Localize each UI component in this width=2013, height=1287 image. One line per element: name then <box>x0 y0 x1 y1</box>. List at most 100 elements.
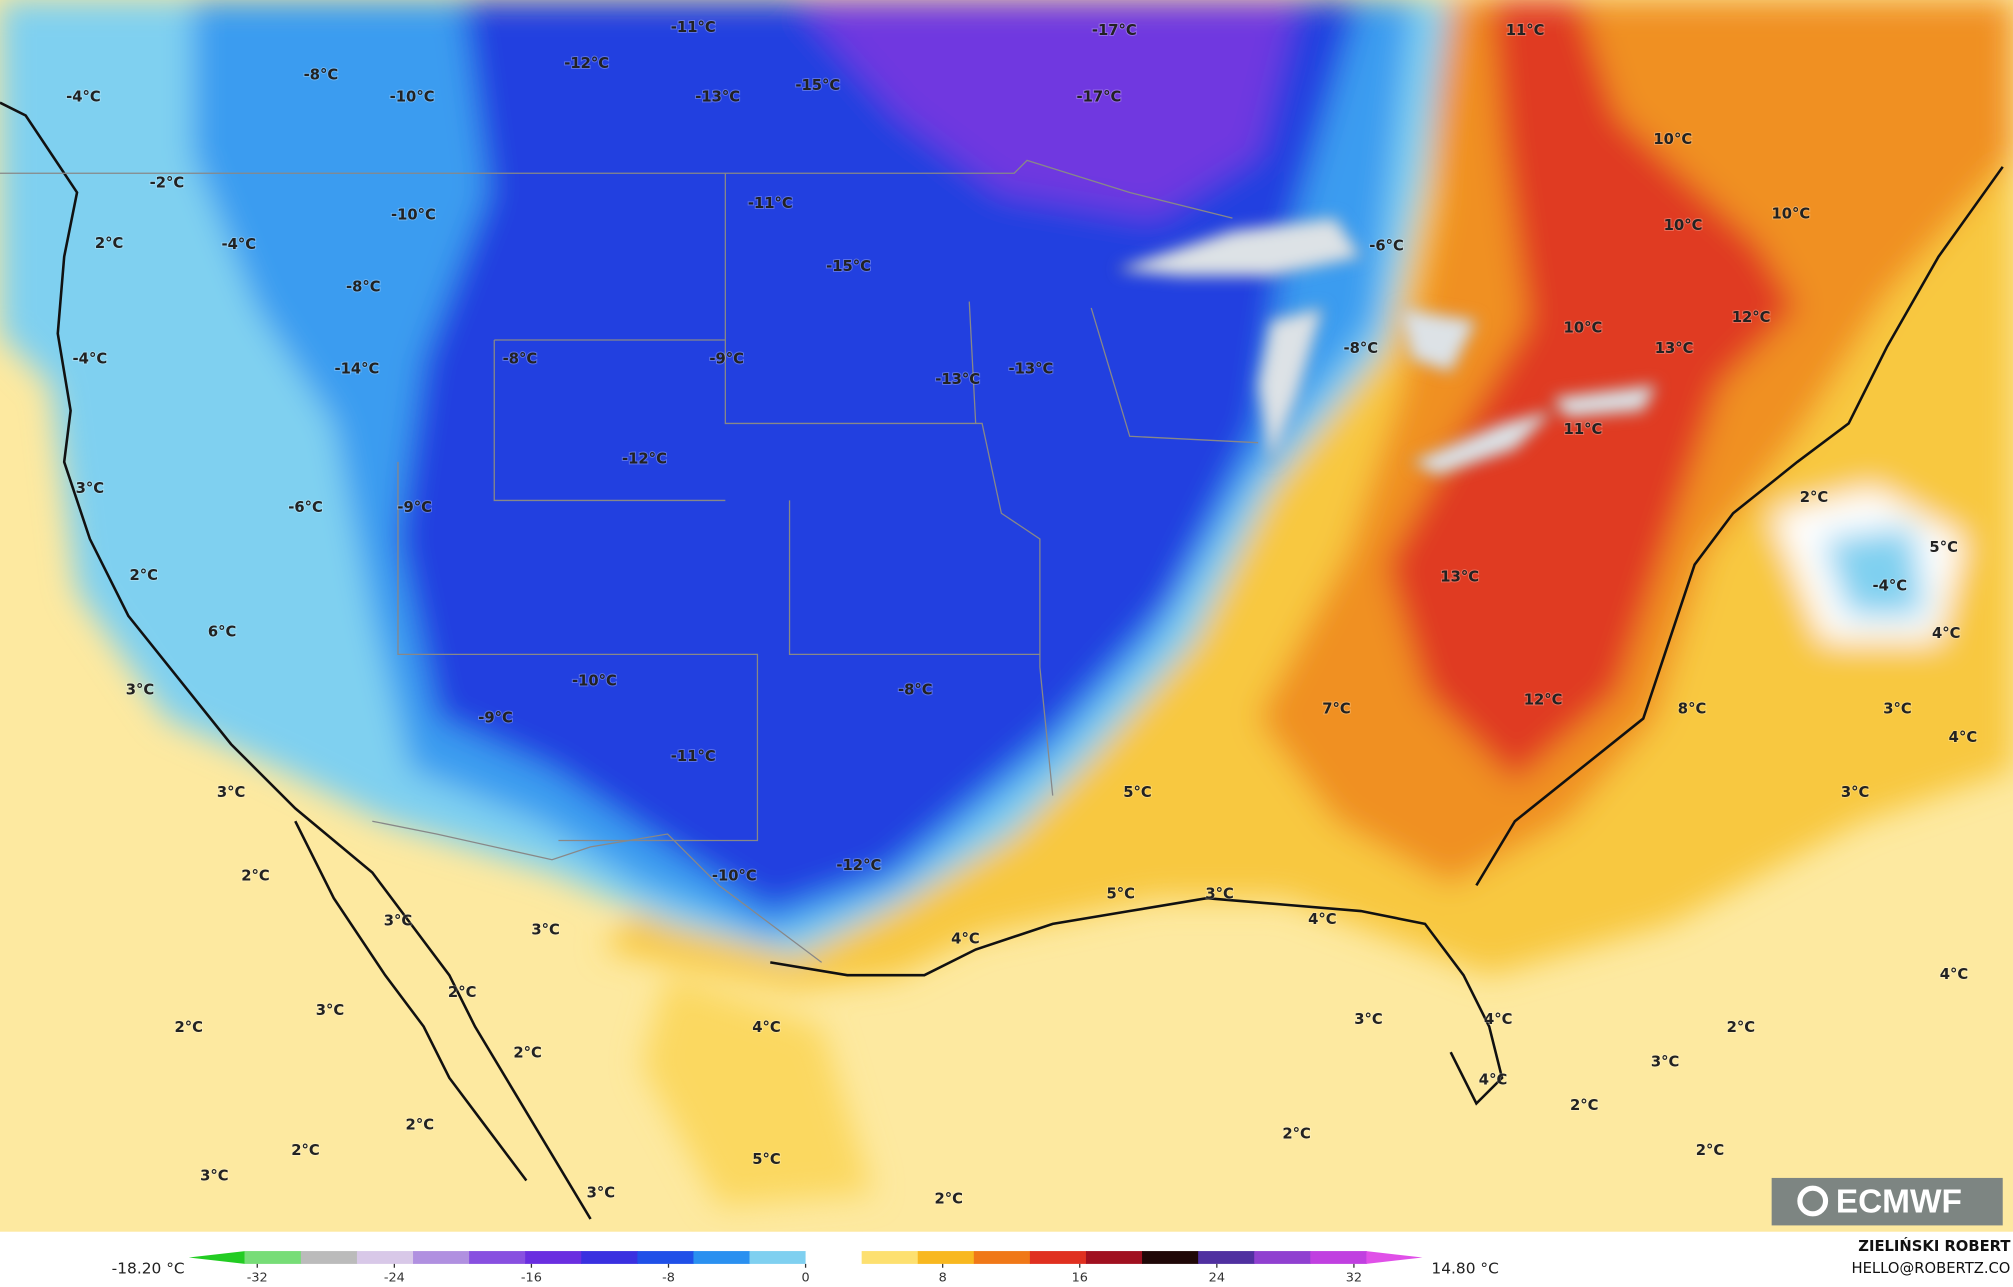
colorbar-tick-label: -24 <box>384 1271 405 1286</box>
temperature-label: -12°C <box>622 450 667 467</box>
temperature-label: -8°C <box>898 681 933 698</box>
temperature-label: 3°C <box>1354 1011 1382 1028</box>
colorbar-swatch <box>413 1251 470 1264</box>
temperature-label: 12°C <box>1524 692 1563 709</box>
colorbar-swatch <box>1085 1251 1143 1264</box>
temperature-label: 12°C <box>1732 309 1771 326</box>
temperature-label: -17°C <box>1076 89 1121 106</box>
colorbar-swatch <box>525 1251 582 1264</box>
temperature-label: 10°C <box>1772 205 1811 222</box>
temperature-label: -4°C <box>66 89 101 106</box>
colorbar-swatch <box>749 1251 807 1264</box>
temperature-label: 3°C <box>1651 1053 1679 1070</box>
temperature-label: 2°C <box>1696 1142 1724 1159</box>
colorbar-tick-label: -8 <box>662 1271 675 1286</box>
colorbar-swatch <box>973 1251 1031 1264</box>
temperature-label: -13°C <box>935 371 980 388</box>
logo: ECMWF <box>1771 1177 2003 1226</box>
temperature-label: 13°C <box>1655 340 1694 357</box>
colorbar-swatch <box>805 1251 863 1264</box>
temperature-label: 3°C <box>1205 885 1233 902</box>
temperature-label: 2°C <box>291 1142 319 1159</box>
colorbar-swatch <box>693 1251 751 1264</box>
temperature-label: 3°C <box>384 912 412 929</box>
colorbar-swatch <box>1142 1251 1199 1264</box>
temperature-label: 2°C <box>1727 1019 1755 1036</box>
temperature-label: 3°C <box>126 681 154 698</box>
temperature-label: 5°C <box>1107 885 1135 902</box>
map-labels: -11°C -17°C 11°C -4°C -8°C -10°C -12°C -13°C -15… <box>65 18 1978 1208</box>
colorbar: -32 -24 -16 -8 0 8 16 24 32 <box>188 1251 1423 1286</box>
temperature-label: 5°C <box>1929 539 1957 556</box>
colorbar-swatch <box>1198 1251 1255 1264</box>
temperature-label: 4°C <box>1949 729 1977 746</box>
colorbar-tick-label: 24 <box>1209 1271 1225 1286</box>
temperature-label: 13°C <box>1440 568 1479 585</box>
lakes <box>1116 217 1658 476</box>
colorbar-arrow <box>188 1251 245 1264</box>
borders <box>0 159 1259 963</box>
colorbar-min: -18.20 °C <box>112 1260 185 1278</box>
logo-icon <box>1797 1185 1829 1217</box>
temperature-label: -9°C <box>709 350 744 367</box>
temperature-label: 4°C <box>1308 911 1336 928</box>
colorbar-tick-label: 32 <box>1346 1271 1362 1286</box>
temperature-label: -8°C <box>304 67 339 84</box>
temperature-label: -10°C <box>572 672 617 689</box>
temperature-label: 2°C <box>406 1116 434 1133</box>
temperature-label: -10°C <box>712 867 757 884</box>
temperature-label: -15°C <box>795 77 840 94</box>
colorbar-tick-label: 16 <box>1072 1271 1088 1286</box>
temperature-label: 2°C <box>1800 489 1828 506</box>
temperature-label: 3°C <box>200 1168 228 1185</box>
colorbar-swatch <box>637 1251 695 1264</box>
temperature-label: 8°C <box>1678 701 1706 718</box>
temperature-label: 4°C <box>1484 1011 1512 1028</box>
temperature-label: -12°C <box>836 857 881 874</box>
temperature-label: -8°C <box>503 350 538 367</box>
temperature-label: 3°C <box>1883 701 1911 718</box>
temperature-label: -13°C <box>1008 361 1053 378</box>
temperature-label: -14°C <box>334 361 379 378</box>
credit-author: ZIELIŃSKI ROBERT <box>1858 1237 2010 1255</box>
temperature-label: -6°C <box>288 499 323 516</box>
temperature-label: 4°C <box>951 930 979 947</box>
temperature-label: -2°C <box>150 174 185 191</box>
colorbar-max: 14.80 °C <box>1431 1260 1498 1278</box>
colorbar-swatch <box>1254 1251 1311 1264</box>
temperature-label: -11°C <box>671 19 716 36</box>
colorbar-swatch <box>1310 1251 1368 1264</box>
temperature-label: -8°C <box>1344 340 1379 357</box>
temperature-label: 4°C <box>1940 966 1968 983</box>
temperature-label: 5°C <box>752 1151 780 1168</box>
temperature-label: 2°C <box>241 867 269 884</box>
colorbar-arrow <box>1366 1251 1423 1264</box>
temperature-label: 2°C <box>130 567 158 584</box>
temperature-label: 3°C <box>587 1184 615 1201</box>
temperature-label: -9°C <box>478 710 513 727</box>
temperature-label: 4°C <box>1479 1071 1507 1088</box>
temperature-label: 3°C <box>76 480 104 497</box>
colorbar-swatch <box>1029 1251 1087 1264</box>
temperature-label: 10°C <box>1564 319 1603 336</box>
coastlines <box>0 101 2004 1220</box>
logo-text: ECMWF <box>1836 1183 1962 1220</box>
temperature-label: 2°C <box>934 1191 962 1208</box>
temperature-label: 2°C <box>513 1044 541 1061</box>
temperature-label: 10°C <box>1653 131 1692 148</box>
colorbar-swatch <box>244 1251 302 1264</box>
temperature-label: 2°C <box>448 984 476 1001</box>
temperature-label: 11°C <box>1506 22 1545 39</box>
temperature-label: -11°C <box>671 748 716 765</box>
temperature-label: 2°C <box>174 1019 202 1036</box>
colorbar-swatch <box>917 1251 975 1264</box>
colorbar-swatch <box>469 1251 526 1264</box>
temperature-label: 4°C <box>1932 625 1960 642</box>
temperature-label: -4°C <box>73 350 108 367</box>
temperature-label: -17°C <box>1092 22 1137 39</box>
temperature-label: 3°C <box>531 921 559 938</box>
temperature-label: -13°C <box>695 89 740 106</box>
